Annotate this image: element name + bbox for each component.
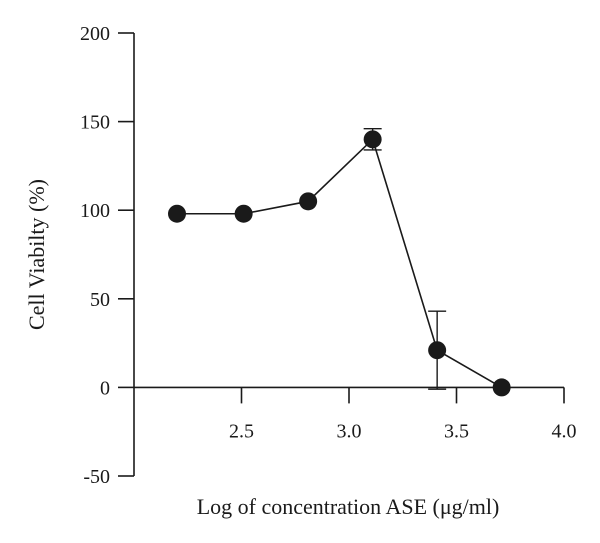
data-point: [492, 378, 511, 397]
data-point: [168, 204, 186, 223]
data-point: [234, 204, 253, 223]
y-axis-title: Cell Viabilty (%): [24, 179, 49, 330]
series: [168, 127, 511, 397]
x-axis-title: Log of concentration ASE (μg/ml): [197, 494, 500, 519]
y-tick-label: 100: [80, 200, 110, 222]
axes: -50 0 50 100 150 200 2.5 3.0 3.5 4.0: [80, 23, 577, 488]
y-tick-label: 150: [80, 112, 110, 134]
y-tick-label: 0: [100, 377, 110, 399]
y-tick-label: 50: [90, 289, 110, 311]
x-tick-label: 4.0: [552, 420, 577, 442]
data-point: [363, 130, 382, 149]
data-point: [299, 192, 318, 211]
y-tick-label: -50: [83, 466, 110, 488]
y-tick-label: 200: [80, 23, 110, 45]
x-tick-label: 3.5: [444, 420, 469, 442]
data-point: [428, 341, 447, 360]
series-line: [177, 137, 503, 389]
x-tick-label: 3.0: [337, 420, 362, 442]
x-tick-label: 2.5: [229, 420, 254, 442]
